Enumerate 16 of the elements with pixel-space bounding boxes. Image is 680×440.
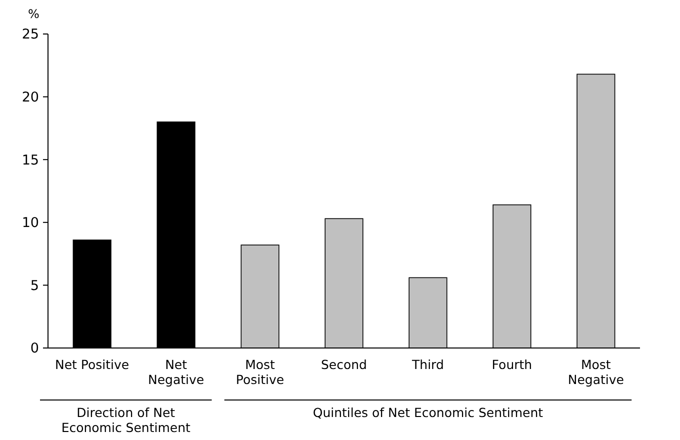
y-tick-label: 25: [22, 26, 39, 43]
x-tick-label: Most Negative: [568, 357, 624, 387]
y-tick-label: 15: [22, 152, 39, 168]
y-tick-label: 10: [22, 215, 39, 232]
y-axis-title: %: [28, 7, 40, 21]
x-tick-label: Net Negative: [148, 357, 204, 387]
x-tick-label: Third: [411, 357, 444, 372]
y-tick-label: 20: [22, 90, 39, 106]
x-tick-label: Fourth: [492, 357, 532, 372]
y-tick-label: 0: [30, 340, 39, 357]
y-tick-label: 5: [30, 278, 39, 294]
text: Direction of Net Economic Sentiment: [61, 405, 191, 435]
x-tick-label: Most Positive: [236, 357, 284, 387]
x-tick-label: Second: [320, 357, 368, 372]
x-tick-label: Net Positive: [55, 357, 130, 372]
text: Quintiles of Net Economic Sentiment: [312, 405, 544, 420]
